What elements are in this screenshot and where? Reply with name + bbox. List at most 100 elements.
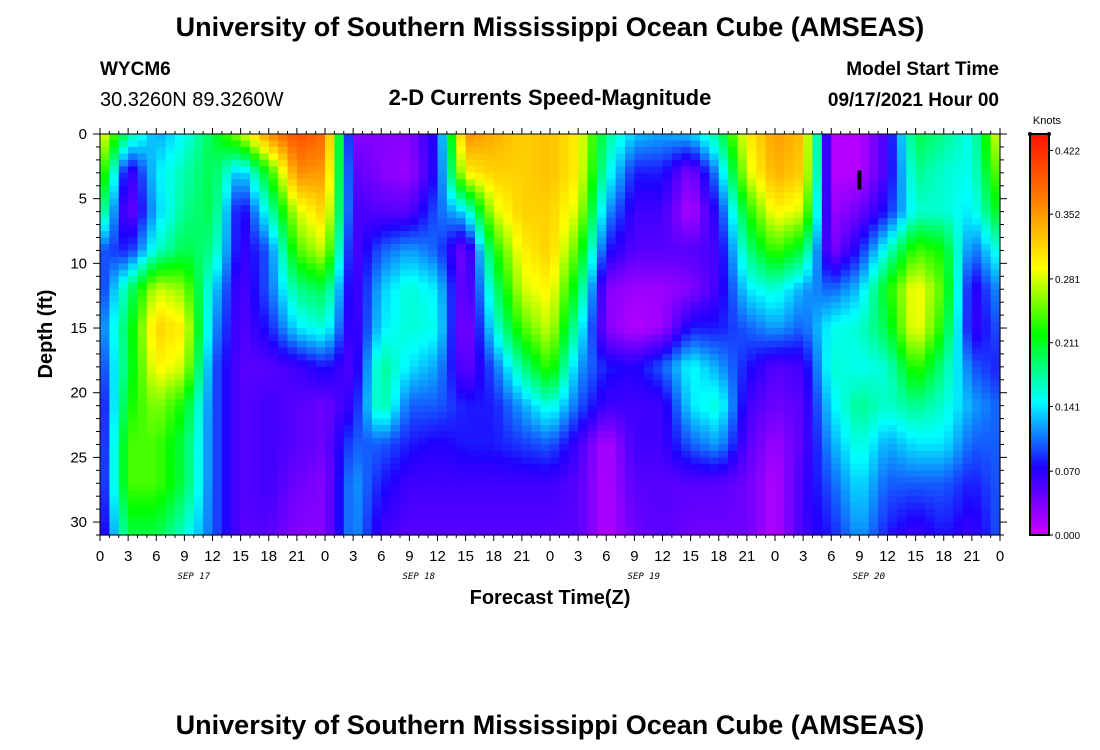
heatmap-cell — [990, 153, 1001, 161]
heatmap-cell — [390, 444, 401, 452]
heatmap-cell — [728, 321, 739, 329]
heatmap-cell — [109, 315, 120, 323]
heatmap-cell — [540, 231, 551, 239]
heatmap-cell — [371, 192, 382, 200]
heatmap-cell — [803, 405, 814, 413]
heatmap-cell — [634, 224, 645, 232]
heatmap-cell — [512, 166, 523, 174]
heatmap-cell — [306, 418, 317, 426]
heatmap-cell — [906, 159, 917, 167]
heatmap-cell — [362, 231, 373, 239]
heatmap-cell — [634, 134, 645, 142]
heatmap-cell — [559, 308, 570, 316]
heatmap-cell — [156, 205, 167, 213]
heatmap-cell — [400, 425, 410, 433]
heatmap-cell — [728, 179, 739, 187]
heatmap-cell — [606, 205, 617, 213]
heatmap-cell — [306, 185, 317, 193]
heatmap-cell — [203, 289, 214, 297]
heatmap-cell — [550, 340, 560, 349]
heatmap-cell — [278, 379, 289, 387]
heatmap-cell — [690, 237, 701, 245]
heatmap-cell — [456, 224, 467, 232]
heatmap-cell — [259, 379, 270, 387]
heatmap-cell — [840, 269, 851, 277]
heatmap-cell — [118, 276, 129, 284]
heatmap-cell — [165, 450, 176, 458]
heatmap-cell — [681, 134, 692, 142]
heatmap-cell — [700, 295, 710, 303]
heatmap-cell — [268, 243, 279, 252]
heatmap-cell — [559, 373, 570, 381]
heatmap-cell — [184, 360, 195, 368]
heatmap-cell — [925, 353, 935, 361]
heatmap-cell — [456, 295, 467, 303]
heatmap-cell — [690, 140, 701, 148]
heatmap-cell — [746, 379, 757, 387]
heatmap-cell — [953, 276, 964, 284]
heatmap-cell — [146, 256, 157, 264]
heatmap-cell — [850, 463, 860, 471]
heatmap-cell — [746, 412, 757, 420]
heatmap-cell — [287, 276, 298, 284]
heatmap-cell — [962, 463, 973, 471]
heatmap-cell — [137, 450, 148, 458]
heatmap-cell — [662, 237, 673, 245]
heatmap-cell — [287, 269, 298, 277]
heatmap-cell — [718, 218, 729, 226]
heatmap-cell — [540, 237, 551, 245]
heatmap-cell — [175, 431, 185, 439]
heatmap-cell — [521, 328, 532, 336]
heatmap-cell — [203, 425, 214, 433]
heatmap-cell — [315, 437, 326, 446]
heatmap-cell — [371, 373, 382, 381]
heatmap-cell — [821, 328, 832, 336]
heatmap-cell — [521, 321, 532, 329]
heatmap-cell — [756, 302, 767, 310]
heatmap-cell — [653, 159, 664, 167]
heatmap-cell — [812, 437, 823, 446]
heatmap-cell — [503, 159, 514, 167]
heatmap-cell — [615, 185, 626, 193]
heatmap-cell — [896, 140, 907, 148]
heatmap-cell — [615, 224, 626, 232]
heatmap-cell — [850, 295, 860, 303]
heatmap-cell — [287, 159, 298, 167]
heatmap-cell — [493, 185, 504, 193]
heatmap-cell — [521, 386, 532, 394]
heatmap-cell — [709, 231, 720, 239]
heatmap-cell — [409, 347, 420, 355]
heatmap-cell — [296, 243, 307, 252]
heatmap-cell — [746, 224, 757, 232]
heatmap-cell — [906, 269, 917, 277]
heatmap-cell — [746, 463, 757, 471]
heatmap-cell — [775, 256, 785, 264]
heatmap-cell — [175, 211, 185, 219]
heatmap-cell — [128, 315, 139, 323]
heatmap-cell — [118, 321, 129, 329]
heatmap-cell — [268, 231, 279, 239]
heatmap-cell — [512, 263, 523, 271]
heatmap-cell — [906, 263, 917, 271]
heatmap-cell — [146, 392, 157, 400]
heatmap-cell — [878, 295, 889, 303]
heatmap-cell — [418, 282, 429, 290]
heatmap-cell — [128, 159, 139, 167]
heatmap-cell — [390, 231, 401, 239]
heatmap-cell — [325, 457, 335, 465]
heatmap-cell — [446, 302, 457, 310]
heatmap-cell — [878, 224, 889, 232]
heatmap-cell — [156, 360, 167, 368]
heatmap-cell — [203, 412, 214, 420]
heatmap-cell — [700, 185, 710, 193]
heatmap-cell — [212, 334, 223, 342]
heatmap-cell — [681, 198, 692, 206]
heatmap-cell — [540, 444, 551, 452]
heatmap-cell — [193, 153, 204, 161]
heatmap-cell — [925, 237, 935, 245]
heatmap-cell — [990, 412, 1001, 420]
heatmap-cell — [400, 412, 410, 420]
heatmap-cell — [128, 237, 139, 245]
heatmap-cell — [325, 315, 335, 323]
heatmap-cell — [653, 308, 664, 316]
